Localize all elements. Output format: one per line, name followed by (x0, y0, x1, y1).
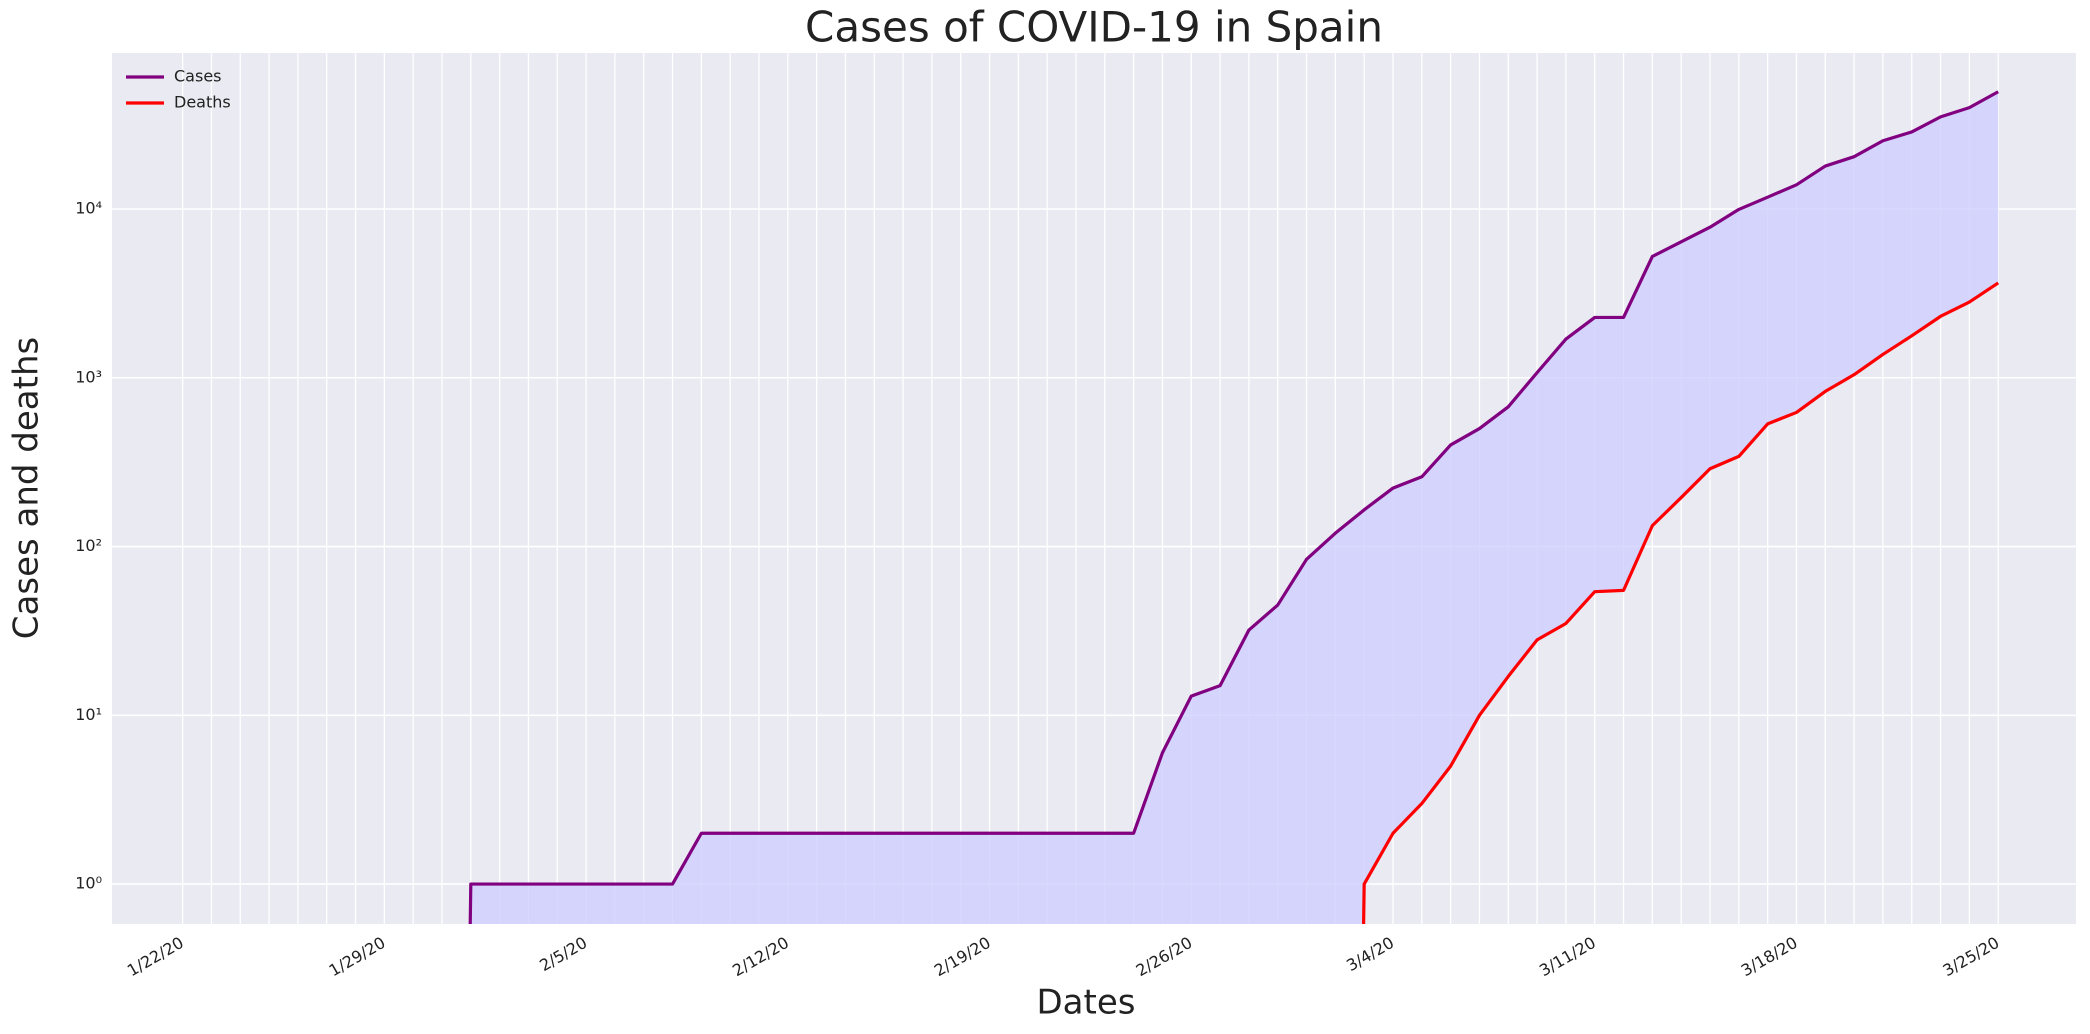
y-tick-label: 10¹ (75, 705, 102, 724)
series-line (468, 90, 1999, 924)
x-tick-label: 2/26/20 (1133, 933, 1196, 980)
legend-label: Deaths (174, 93, 231, 112)
chart-title: Cases of COVID-19 in Spain (805, 3, 1383, 52)
legend-label: Cases (174, 67, 222, 86)
x-tick-label: 3/11/20 (1536, 933, 1599, 980)
x-tick-label: 1/22/20 (124, 933, 187, 980)
x-tick-label: 3/4/20 (1343, 933, 1397, 975)
y-tick-label: 10³ (75, 367, 102, 386)
x-tick-label: 3/25/20 (1940, 933, 2003, 980)
fill-between (470, 91, 1999, 924)
x-tick-label: 2/12/20 (729, 933, 792, 980)
x-tick-label: 2/5/20 (536, 933, 590, 975)
plot-background (112, 53, 2076, 924)
y-axis-label: Cases and deaths (7, 337, 47, 639)
y-tick-label: 10⁰ (75, 874, 102, 893)
x-tick-label: 1/29/20 (326, 933, 389, 980)
y-tick-label: 10⁴ (75, 198, 102, 217)
x-axis-label: Dates (1037, 983, 1136, 1023)
x-tick-label: 3/18/20 (1738, 933, 1801, 980)
y-tick-label: 10² (75, 536, 102, 555)
series-line (1362, 281, 2000, 924)
x-tick-label: 2/19/20 (931, 933, 994, 980)
